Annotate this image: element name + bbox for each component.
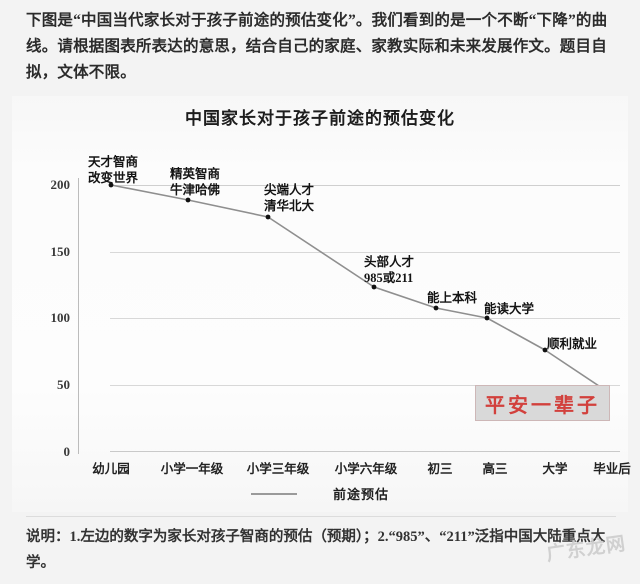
y-tick-150: 150 [50,244,71,259]
annotation-point-2-line2: 牛津哈佛 [170,183,221,197]
annotation-point-3: 尖端人才 清华北大 [264,182,314,214]
y-axis-line [78,178,79,454]
annotation-point-3-line2: 清华北大 [264,199,315,213]
x-tick-1: 小学一年级 [160,462,224,476]
annotation-point-1-line1: 天才智商 [88,155,139,169]
annotation-point-6-line1: 能读大学 [484,302,535,316]
x-tick-5: 高三 [482,462,508,476]
y-tick-100: 100 [50,310,71,325]
annotation-point-7-line1: 顺利就业 [547,337,598,351]
gridline-100 [110,318,620,319]
callout-text: 平安一辈子 [485,394,600,417]
gridline-0 [110,451,620,452]
essay-prompt-text: 下图是“中国当代家长对于孩子前途的预估变化”。我们看到的是一个不断“下降”的曲线… [26,12,608,81]
annotation-point-3-line1: 尖端人才 [264,183,315,197]
chart-legend: 前途预估 [12,484,628,503]
x-tick-0: 幼儿园 [92,462,130,476]
x-tick-3: 小学六年级 [334,462,398,476]
footnote-divider [26,516,616,517]
annotation-point-1-line2: 改变世界 [88,171,139,185]
annotation-point-6: 能读大学 [484,301,534,317]
y-tick-200: 200 [50,177,71,192]
x-tick-4: 初三 [427,462,453,476]
y-tick-0: 0 [63,444,71,459]
footnote-text: 说明：1.左边的数字为家长对孩子智商的预估（预期）；2.“985”、“211”泛… [26,529,606,571]
annotation-point-2-line1: 精英智商 [170,167,221,181]
y-tick-50: 50 [57,377,70,392]
plot-area: 200 150 100 50 0 天才智商 改变世界 [12,96,631,512]
annotation-point-4-line2: 985或211 [364,271,414,285]
callout-box: 平安一辈子 [475,385,610,421]
annotation-point-1: 天才智商 改变世界 [88,154,138,186]
annotation-point-2: 精英智商 牛津哈佛 [170,166,220,198]
annotation-point-5: 能上本科 [427,290,477,306]
x-tick-6: 大学 [542,462,568,476]
x-tick-7: 毕业后 [593,462,631,476]
annotation-point-5-line1: 能上本科 [427,291,478,305]
annotation-point-4: 头部人才 985或211 [364,254,414,286]
gridline-50 [110,385,620,386]
legend-line-swatch [250,492,297,495]
chart-title: 中国家长对于孩子前途的预估变化 [185,109,455,128]
annotation-point-7: 顺利就业 [547,336,597,352]
legend-label: 前途预估 [332,487,389,502]
gridline-200 [110,185,620,186]
annotation-point-4-line1: 头部人才 [364,255,415,269]
x-tick-2: 小学三年级 [246,462,310,476]
gridline-150 [110,252,620,253]
chart-panel: 中国家长对于孩子前途的预估变化 200 150 100 50 0 [12,96,631,512]
